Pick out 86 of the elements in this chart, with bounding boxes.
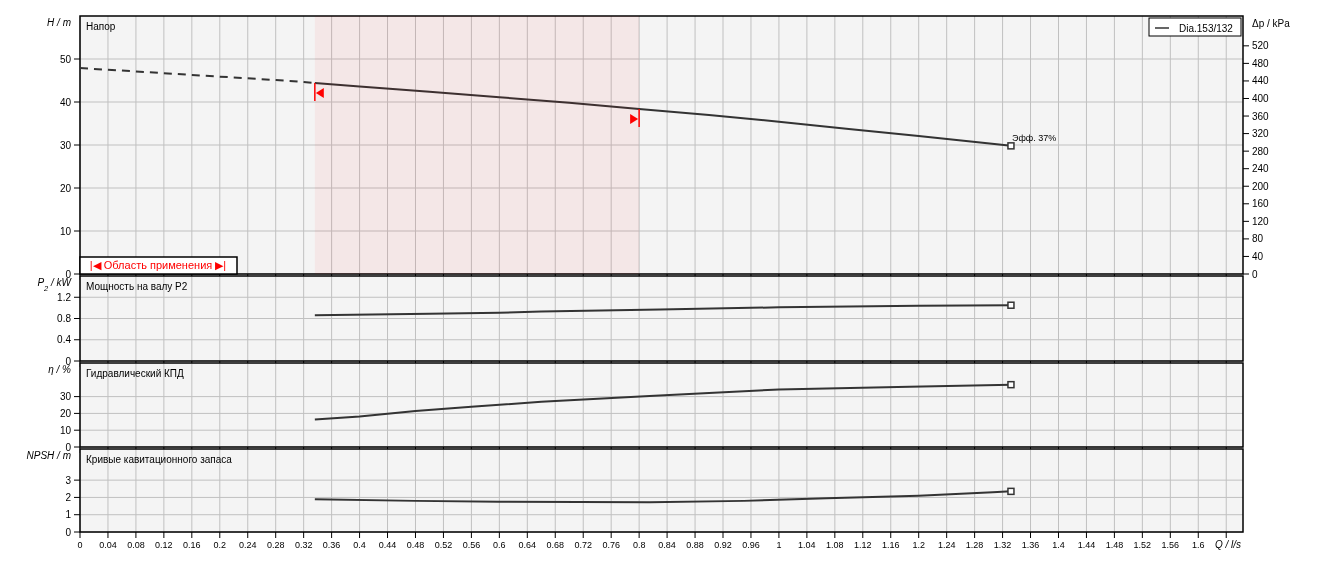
y-tick-label: 10 xyxy=(59,424,72,436)
y-tick-label: 30 xyxy=(59,391,72,403)
x-tick-label: 0.48 xyxy=(406,540,425,550)
annotation: Эфф. 37% xyxy=(1011,132,1057,143)
y-axis-title: η / % xyxy=(48,364,72,375)
text: Кривые кавитационного запаса xyxy=(86,454,233,465)
y-tick-label: 20 xyxy=(59,407,72,419)
x-tick-label: 0.72 xyxy=(574,540,592,550)
band-label: |◀ Область применения ▶| xyxy=(89,259,227,271)
y2-axis-title: Δp / kPa xyxy=(1252,18,1291,29)
x-tick-label: 0.12 xyxy=(155,540,173,550)
y2-tick-label: 480 xyxy=(1252,57,1270,69)
y-tick-label: 10 xyxy=(59,225,72,237)
y-tick-label: 0 xyxy=(65,526,72,538)
x-tick-label: 0.32 xyxy=(294,540,313,550)
x-tick-label: 1.56 xyxy=(1161,540,1180,550)
y-axis-title: P$_{2}$ / kW xyxy=(37,277,73,293)
x-tick-label: 0.96 xyxy=(742,540,760,550)
text: Напор xyxy=(86,21,116,32)
x-tick-label: 1.04 xyxy=(798,540,816,550)
x-tick-label: 0.2 xyxy=(213,540,227,550)
y-tick-label: 0 xyxy=(65,355,72,367)
x-tick-label: 0.16 xyxy=(183,540,201,550)
y-tick-label: 30 xyxy=(59,139,72,151)
x-tick-label: 1.48 xyxy=(1105,540,1124,550)
x-tick-label: 0.84 xyxy=(658,540,676,550)
y2-tick-label: 280 xyxy=(1252,145,1270,157)
x-tick-label: 0 xyxy=(77,540,83,550)
x-tick-label: 0.6 xyxy=(493,540,506,550)
x-tick-label: 1.28 xyxy=(965,540,984,550)
x-tick-label: 0.28 xyxy=(266,540,285,550)
y2-tick-label: 520 xyxy=(1252,40,1270,52)
y2-tick-label: 80 xyxy=(1252,233,1264,245)
x-tick-label: 0.36 xyxy=(322,540,341,550)
y-axis-title: H / m xyxy=(47,17,71,28)
x-tick-label: 1 xyxy=(776,540,782,550)
x-tick-label: 1.16 xyxy=(881,540,900,550)
y2-tick-label: 40 xyxy=(1252,250,1264,262)
x-tick-label: 0.92 xyxy=(714,540,732,550)
x-tick-label: 0.76 xyxy=(602,540,620,550)
x-tick-label: 1.32 xyxy=(993,540,1012,550)
x-axis-title: Q / l/s xyxy=(1214,539,1241,550)
x-tick-label: 0.08 xyxy=(127,540,145,550)
x-tick-label: 1.6 xyxy=(1192,540,1205,550)
x-tick-label: 0.4 xyxy=(353,540,366,550)
x-tick-label: 1.36 xyxy=(1021,540,1040,550)
y-tick-label: 0.4 xyxy=(57,334,72,346)
text: Мощность на валу P2 xyxy=(86,281,188,292)
x-tick-label: 1.12 xyxy=(854,540,872,550)
x-tick-label: 0.8 xyxy=(632,540,646,550)
x-tick-label: 1.52 xyxy=(1133,540,1152,550)
y-tick-label: 3 xyxy=(65,474,72,486)
x-tick-label: 0.44 xyxy=(378,540,397,550)
x-tick-label: 0.04 xyxy=(99,540,117,550)
y-tick-label: 0 xyxy=(65,268,72,280)
x-tick-label: 1.4 xyxy=(1052,540,1065,550)
y2-tick-label: 160 xyxy=(1252,198,1270,210)
x-tick-label: 0.52 xyxy=(434,540,453,550)
x-tick-label: 0.56 xyxy=(462,540,481,550)
y-tick-label: 50 xyxy=(59,53,72,65)
x-tick-label: 0.88 xyxy=(686,540,704,550)
legend-label: Dia.153/132 xyxy=(1179,23,1234,34)
y-tick-label: 40 xyxy=(59,96,72,108)
y-tick-label: 20 xyxy=(59,182,72,194)
x-tick-label: 1.2 xyxy=(912,540,925,550)
x-tick-label: 0.24 xyxy=(238,540,257,550)
y-tick-label: 0 xyxy=(65,441,72,453)
y-tick-label: 1.2 xyxy=(57,291,72,303)
y-tick-label: 0.8 xyxy=(57,313,72,324)
x-tick-label: 1.24 xyxy=(937,540,956,550)
y2-tick-label: 320 xyxy=(1252,128,1270,140)
x-tick-label: 1.44 xyxy=(1077,540,1096,550)
y-tick-label: 2 xyxy=(65,491,72,503)
y-tick-label: 1 xyxy=(65,509,72,521)
y2-tick-label: 200 xyxy=(1252,180,1270,192)
x-tick-label: 1.08 xyxy=(826,540,844,550)
x-tick-label: 0.68 xyxy=(546,540,565,550)
y-axis-title: NPSH / m xyxy=(26,450,71,461)
y2-tick-label: 120 xyxy=(1252,215,1270,227)
text: Гидравлический КПД xyxy=(86,368,185,379)
y2-tick-label: 400 xyxy=(1252,92,1270,104)
y2-tick-label: 240 xyxy=(1252,163,1270,175)
x-tick-label: 0.64 xyxy=(518,540,537,550)
y2-tick-label: 0 xyxy=(1252,268,1258,280)
y2-tick-label: 440 xyxy=(1252,75,1270,87)
y2-tick-label: 360 xyxy=(1252,110,1270,122)
